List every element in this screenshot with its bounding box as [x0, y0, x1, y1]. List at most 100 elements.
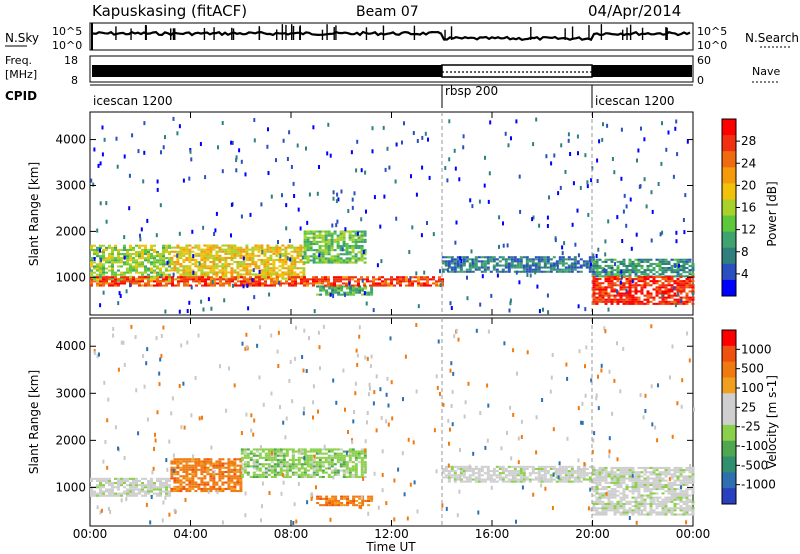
scatter-cell [240, 159, 243, 164]
heatmap-cell [652, 296, 656, 299]
heatmap-cell [361, 502, 365, 505]
scatter-cell [373, 195, 376, 200]
heatmap-cell [170, 477, 174, 480]
heatmap-cell [215, 256, 219, 259]
heatmap-cell [604, 511, 608, 514]
scatter-cell [584, 307, 587, 312]
heatmap-cell [309, 465, 313, 468]
heatmap-cell [254, 265, 258, 268]
heatmap-cell [321, 280, 324, 283]
heatmap-cell [676, 471, 680, 474]
heatmap-cell [348, 251, 352, 254]
heatmap-cell [619, 300, 623, 303]
heatmap-cell [507, 256, 511, 259]
heatmap-cell [691, 507, 695, 510]
scatter-cell [680, 299, 683, 304]
heatmap-cell [652, 273, 656, 276]
heatmap-cell [661, 286, 665, 289]
heatmap-cell [646, 302, 650, 305]
scatter-cell [211, 280, 214, 284]
heatmap-cell [108, 253, 111, 256]
heatmap-cell [176, 487, 180, 490]
scatter-cell [538, 223, 541, 228]
heatmap-cell [640, 500, 644, 503]
heatmap-cell [558, 260, 562, 263]
scatter-cell [106, 418, 109, 423]
heatmap-cell [337, 291, 341, 294]
heatmap-cell [640, 302, 644, 305]
heatmap-cell [384, 278, 387, 281]
heatmap-cell [213, 280, 216, 283]
heatmap-cell [360, 230, 364, 233]
heatmap-cell [294, 276, 297, 279]
heatmap-cell [209, 485, 213, 488]
heatmap-cell [691, 267, 695, 270]
heatmap-cell [342, 454, 346, 457]
heatmap-cell [564, 268, 568, 271]
heatmap-cell [622, 264, 626, 267]
heatmap-cell [661, 276, 665, 279]
heatmap-cell [619, 298, 623, 301]
heatmap-cell [147, 257, 150, 260]
heatmap-cell [640, 496, 644, 499]
heatmap-cell [561, 270, 565, 273]
heatmap-cell [204, 278, 207, 281]
heatmap-cell [114, 486, 117, 489]
heatmap-cell [327, 240, 331, 243]
heatmap-cell [180, 276, 183, 279]
scatter-cell [143, 121, 146, 126]
heatmap-cell [616, 278, 620, 281]
heatmap-cell [570, 472, 574, 475]
heatmap-cell [661, 466, 665, 469]
heatmap-cell [363, 257, 367, 260]
scatter-cell [191, 229, 194, 234]
scatter-cell [384, 167, 387, 172]
heatmap-cell [667, 498, 671, 501]
heatmap-cell [595, 292, 599, 295]
heatmap-cell [185, 269, 189, 272]
heatmap-cell [321, 448, 325, 451]
heatmap-cell [209, 473, 213, 476]
heatmap-cell [616, 509, 620, 512]
heatmap-cell [579, 266, 583, 269]
heatmap-cell [209, 256, 213, 259]
heatmap-cell [604, 271, 608, 274]
heatmap-cell [144, 486, 147, 489]
heatmap-cell [588, 260, 592, 263]
heatmap-cell [525, 266, 529, 269]
heatmap-cell [99, 488, 102, 491]
heatmap-cell [171, 280, 174, 283]
heatmap-cell [601, 492, 605, 495]
heatmap-cell [294, 280, 297, 283]
heatmap-cell [135, 486, 138, 489]
heatmap-cell [266, 277, 270, 280]
heatmap-cell [153, 255, 156, 258]
heatmap-cell [206, 248, 210, 251]
heatmap-cell [179, 485, 183, 488]
heatmap-cell [679, 276, 683, 279]
heatmap-cell [336, 284, 339, 287]
heatmap-cell [588, 256, 592, 259]
heatmap-cell [537, 467, 541, 470]
heatmap-cell [276, 473, 280, 476]
heatmap-cell [294, 284, 297, 287]
scatter-cell [335, 400, 338, 405]
heatmap-cell [351, 245, 355, 248]
scatter-cell [665, 147, 668, 152]
heatmap-cell [348, 469, 352, 472]
heatmap-cell [345, 276, 348, 279]
scatter-cell [596, 179, 599, 183]
heatmap-cell [370, 495, 374, 498]
heatmap-cell [276, 452, 280, 455]
heatmap-cell [411, 284, 414, 287]
scatter-cell [635, 520, 638, 525]
heatmap-cell [96, 477, 99, 480]
heatmap-cell [399, 276, 402, 279]
heatmap-cell [679, 505, 683, 508]
heatmap-cell [477, 476, 481, 479]
heatmap-cell [655, 507, 659, 510]
heatmap-cell [147, 479, 150, 482]
heatmap-cell [290, 263, 294, 266]
heatmap-cell [456, 256, 460, 259]
heatmap-cell [340, 287, 344, 290]
